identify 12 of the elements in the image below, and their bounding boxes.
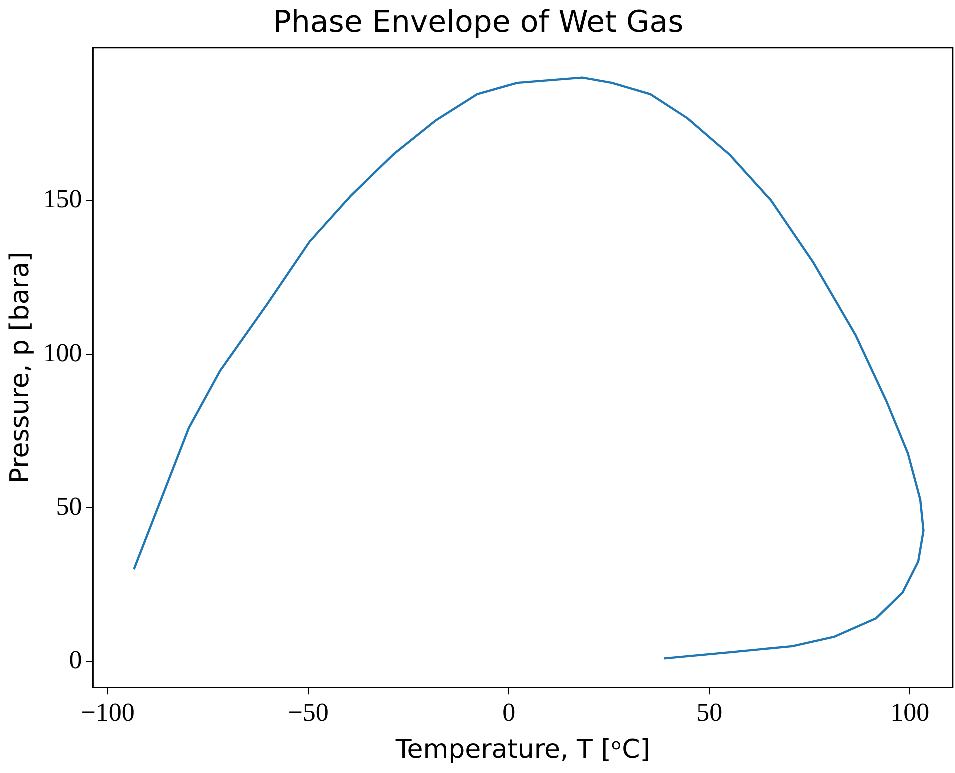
x-axis-title: Temperature, T [ᵒC] bbox=[394, 735, 650, 766]
x-tick-label: 0 bbox=[502, 698, 516, 728]
y-axis-title: Pressure, p [bara] bbox=[5, 252, 36, 484]
y-tick-label: 50 bbox=[56, 492, 82, 521]
x-tick-label: −50 bbox=[288, 698, 329, 728]
y-tick-label: 0 bbox=[69, 646, 82, 675]
y-tick-label: 100 bbox=[43, 338, 82, 368]
x-tick-label: 100 bbox=[890, 698, 930, 728]
y-tick-label: 150 bbox=[43, 184, 82, 214]
chart-title: Phase Envelope of Wet Gas bbox=[273, 4, 684, 40]
x-tick-label: −100 bbox=[81, 698, 135, 728]
x-tick-label: 50 bbox=[696, 698, 723, 728]
